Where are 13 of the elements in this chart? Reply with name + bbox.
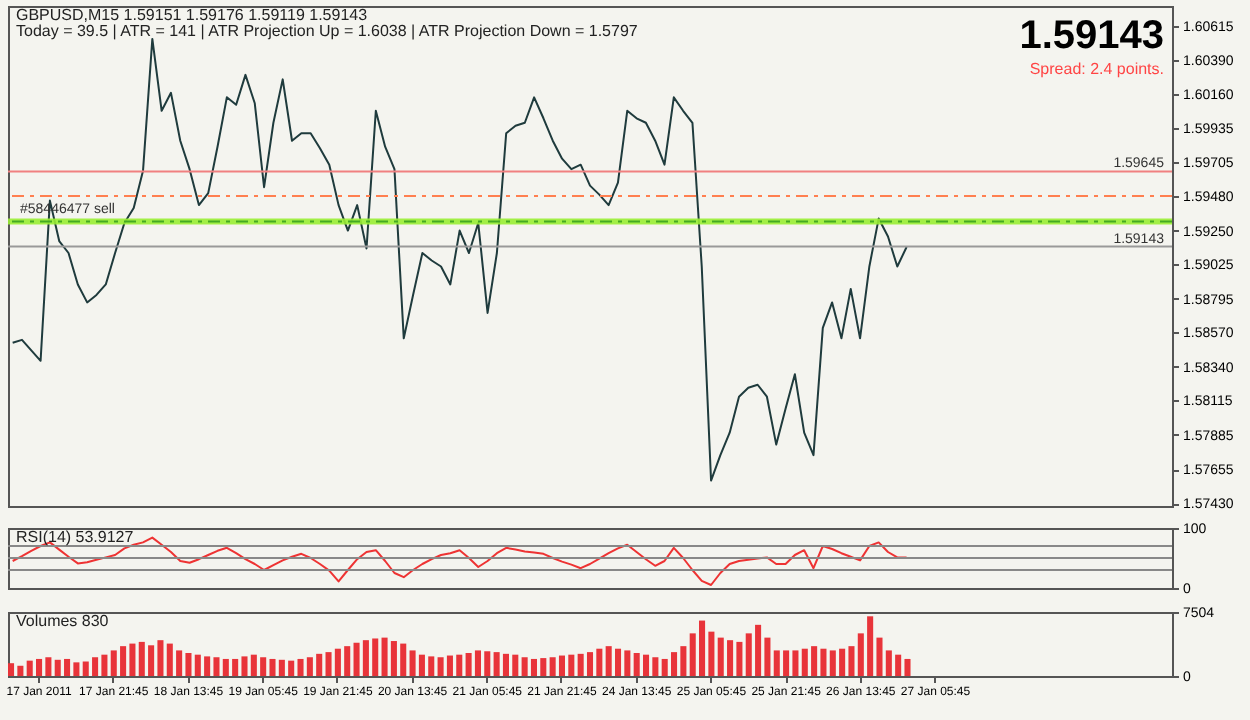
annotation: 1.59143: [1019, 14, 1164, 58]
chart-title: Volumes 830: [16, 612, 110, 630]
bar: [642, 654, 650, 676]
bar: [530, 658, 538, 676]
bar: [8, 663, 15, 676]
text: Today = 39.5 | ATR = 141 | ATR Projection Up = 1.6038 | ATR Projection Down = 1.5797: [16, 22, 639, 40]
chart-title: GBPUSD,M15 1.59151 1.59176 1.59119 1.59143: [16, 6, 369, 24]
annotation: Spread: 2.4 points.: [1029, 60, 1164, 78]
bar: [558, 655, 566, 676]
bar: [586, 652, 594, 676]
bar: [614, 648, 622, 676]
line-series: [11, 37, 908, 482]
chart-title: RSI(14) 53.9127: [16, 528, 135, 546]
